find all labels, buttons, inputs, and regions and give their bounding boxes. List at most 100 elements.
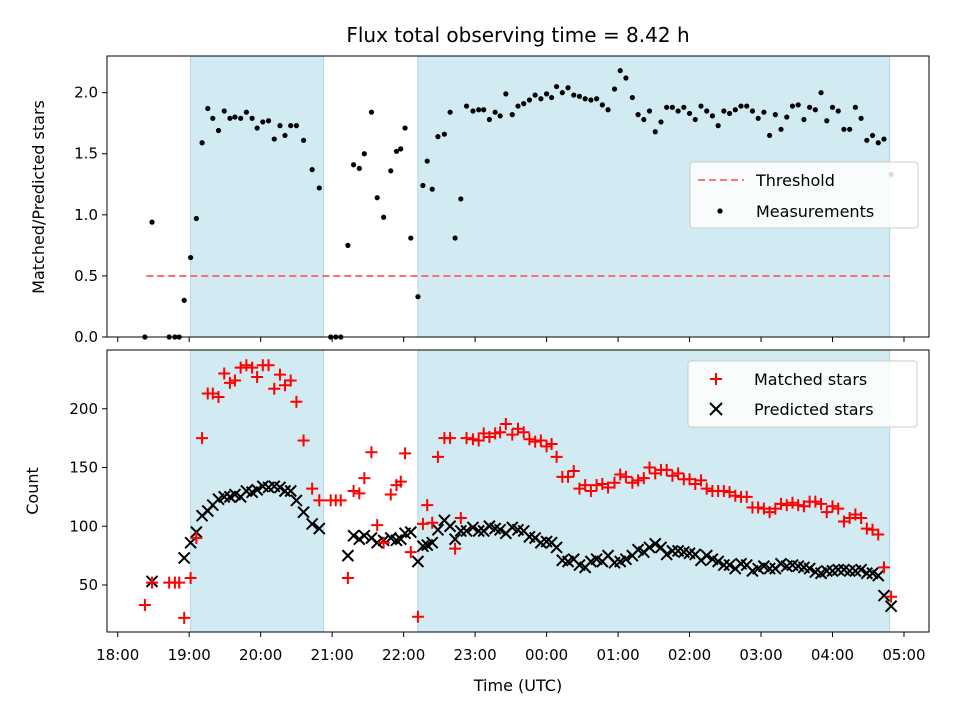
matched-point <box>284 374 297 387</box>
measurement-point <box>744 103 750 109</box>
legend-measurement-swatch <box>717 208 723 214</box>
measurement-point <box>646 108 653 114</box>
measurement-point <box>611 86 618 92</box>
top-legend: Threshold Measurements <box>689 161 919 229</box>
measurement-point <box>709 113 716 119</box>
matched-point <box>700 482 713 495</box>
matched-point <box>826 500 839 513</box>
predicted-point <box>619 552 633 566</box>
measurement-point <box>232 114 238 120</box>
measurement-point <box>617 68 623 74</box>
matched-point <box>377 536 390 549</box>
predicted-point <box>184 536 197 549</box>
legend-predicted-swatch <box>709 402 723 416</box>
x-tick-label: 04:00 <box>811 646 854 664</box>
matched-point <box>860 522 873 535</box>
predicted-point <box>454 524 468 538</box>
matched-point <box>780 499 793 512</box>
measurement-point <box>692 116 698 123</box>
measurement-point <box>243 109 249 115</box>
predicted-point <box>649 537 662 551</box>
measurement-point <box>847 126 853 132</box>
y-tick-label: 200 <box>69 400 98 418</box>
matched-point <box>626 476 639 489</box>
measurement-point <box>801 116 807 123</box>
matched-point <box>460 432 473 445</box>
matched-point <box>411 610 424 623</box>
y-tick-label: 150 <box>69 459 98 477</box>
measurement-point <box>812 107 818 113</box>
matched-point <box>579 479 592 492</box>
x-tick-label: 22:00 <box>382 646 425 664</box>
measurement-point <box>210 115 216 121</box>
matched-point <box>444 432 457 445</box>
top-y-axis-label: Matched/Predicted stars <box>29 100 48 294</box>
matched-point <box>786 496 799 509</box>
matched-point <box>251 371 264 384</box>
counts-panel: 50 100 150 200 18:00 19:00 20:00 21:00 22:00 23:… <box>23 349 930 695</box>
measurement-point <box>835 108 841 114</box>
predicted-point <box>884 599 898 613</box>
measurement-point <box>543 91 550 97</box>
matched-point <box>358 472 371 485</box>
matched-point <box>540 440 553 453</box>
matched-point <box>666 469 679 482</box>
measurement-point <box>553 83 560 90</box>
measurement-point <box>288 123 294 129</box>
measurement-point <box>393 148 400 154</box>
measurement-point <box>452 235 458 241</box>
measurement-point <box>658 119 664 125</box>
measurement-point <box>767 132 773 139</box>
matched-point <box>740 490 753 503</box>
y-tick-label: 0.5 <box>74 267 98 285</box>
measurement-point <box>215 127 222 134</box>
measurement-point <box>594 96 600 102</box>
matched-point <box>228 374 241 387</box>
measurement-point <box>282 132 288 139</box>
matched-point <box>196 432 209 445</box>
measurement-point <box>588 97 594 103</box>
matched-point <box>223 376 236 389</box>
measurement-point <box>374 195 380 201</box>
x-tick-label: 21:00 <box>311 646 354 664</box>
predicted-point <box>390 534 403 547</box>
measurement-point <box>795 102 801 108</box>
predicted-point <box>341 549 355 562</box>
measurement-point <box>260 119 266 125</box>
predicted-point <box>416 540 430 553</box>
matched-point <box>306 482 319 495</box>
matched-point <box>190 532 203 544</box>
measurement-point <box>492 109 498 115</box>
measurement-point <box>623 75 629 81</box>
measurement-point <box>681 104 687 110</box>
matched-point <box>608 476 621 489</box>
measurement-point <box>521 101 527 107</box>
measurement-point <box>293 123 300 129</box>
bottom-y-axis-label: Count <box>23 467 42 515</box>
predicted-point <box>370 536 384 549</box>
measurement-point <box>515 103 521 109</box>
measurement-point <box>721 108 727 114</box>
top-x-ticks <box>117 337 905 342</box>
legend-matched-label: Matched stars <box>754 370 867 389</box>
measurement-point <box>458 196 464 202</box>
matched-point <box>877 561 890 574</box>
measurement-point <box>675 108 681 114</box>
matched-point <box>775 497 788 510</box>
matched-point <box>138 598 151 611</box>
measurement-point <box>205 105 211 112</box>
predicted-point <box>877 589 891 602</box>
matched-point <box>421 499 434 512</box>
measurement-point <box>818 90 824 96</box>
x-tick-label: 03:00 <box>739 646 782 664</box>
measurement-point <box>641 116 647 123</box>
measurement-point <box>526 97 533 103</box>
predicted-point <box>278 484 292 498</box>
legend-threshold-label: Threshold <box>755 171 835 190</box>
measurement-point <box>841 126 847 132</box>
matched-point <box>506 428 519 441</box>
predicted-point <box>466 521 480 534</box>
matched-point <box>426 516 439 529</box>
matched-point <box>792 499 805 512</box>
predicted-point <box>431 523 445 536</box>
